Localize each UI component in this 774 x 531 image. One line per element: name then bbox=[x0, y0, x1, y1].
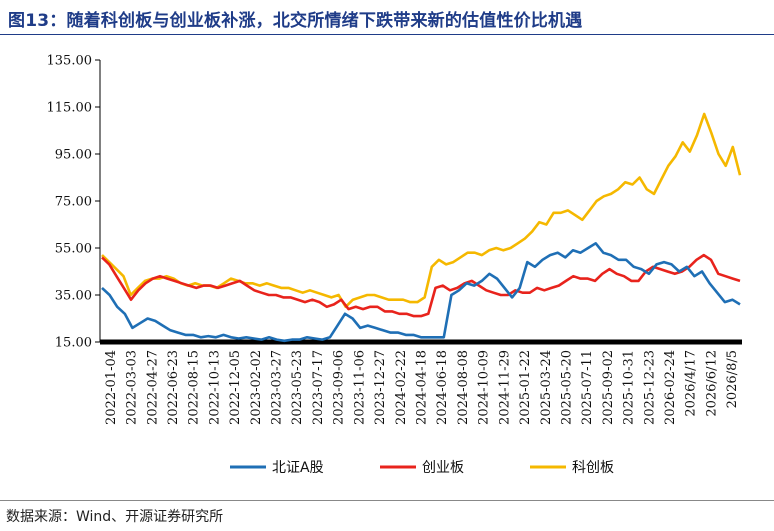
x-tick-label: 2025-12-23 bbox=[642, 350, 657, 425]
x-tick-label: 2025-10-31 bbox=[622, 350, 637, 425]
x-tick-label: 2026-02-24 bbox=[663, 350, 678, 425]
x-tick-label: 2022-12-05 bbox=[228, 350, 243, 425]
legend-label-1: 创业板 bbox=[422, 460, 464, 476]
legend: 北证A股 创业板 科创板 bbox=[230, 460, 614, 476]
x-tick-label: 2023-11-06 bbox=[352, 350, 367, 425]
x-tick-label: 2022-04-27 bbox=[145, 350, 160, 425]
y-tick-label: 95.00 bbox=[55, 148, 92, 163]
series-layer bbox=[101, 112, 742, 343]
x-tick-label: 2023-07-17 bbox=[311, 350, 326, 425]
x-tick-label: 2025-01-22 bbox=[518, 350, 533, 425]
source-divider bbox=[0, 500, 774, 501]
x-tick-label: 2025-09-02 bbox=[601, 350, 616, 425]
x-tick-label: 2026/8/5 bbox=[725, 350, 740, 408]
x-tick-label: 2023-02-02 bbox=[249, 350, 264, 425]
y-tick-label: 115.00 bbox=[47, 101, 93, 116]
y-tick-label: 55.00 bbox=[55, 242, 92, 257]
x-tick-label: 2022-06-23 bbox=[166, 350, 181, 425]
line-chart: 15.00 35.00 55.00 75.00 95.00 115.00 135.00 20… bbox=[47, 54, 742, 476]
x-tick-label: 2023-03-27 bbox=[270, 350, 285, 425]
y-tick-label: 135.00 bbox=[47, 54, 93, 69]
x-tick-label: 2025-03-24 bbox=[539, 350, 554, 425]
x-tick-label: 2026/6/12 bbox=[704, 350, 719, 417]
x-tick-label: 2024-11-29 bbox=[497, 350, 512, 425]
series-line-2 bbox=[101, 112, 742, 309]
x-tick-label: 2022-08-15 bbox=[187, 350, 202, 425]
title-divider bbox=[0, 34, 774, 35]
x-tick-label: 2022-01-04 bbox=[104, 350, 119, 425]
legend-label-2: 科创板 bbox=[572, 460, 614, 476]
x-tick-label: 2025-05-20 bbox=[559, 350, 574, 425]
y-tick-label: 35.00 bbox=[55, 289, 92, 304]
x-tick-label: 2022-10-13 bbox=[207, 350, 222, 425]
x-tick-label: 2024-02-22 bbox=[394, 350, 409, 425]
x-tick-label: 2024-08-08 bbox=[456, 350, 471, 425]
x-axis: 2022-01-04 2022-03-03 2022-04-27 2022-06-23… bbox=[100, 339, 742, 425]
y-tick-label: 75.00 bbox=[55, 195, 92, 210]
x-tick-label: 2023-09-06 bbox=[332, 350, 347, 425]
x-tick-label: 2023-12-27 bbox=[373, 350, 388, 425]
x-tick-label: 2024-04-18 bbox=[415, 350, 430, 425]
x-tick-label: 2023-05-23 bbox=[290, 350, 305, 425]
series-line-0 bbox=[101, 242, 741, 343]
x-tick-label: 2026/4/17 bbox=[684, 350, 699, 417]
x-tick-label: 2024-06-18 bbox=[435, 350, 450, 425]
y-tick-label: 15.00 bbox=[55, 336, 92, 351]
x-tick-label: 2025-07-11 bbox=[580, 350, 595, 425]
legend-label-0: 北证A股 bbox=[272, 460, 324, 476]
series-line-1 bbox=[101, 253, 741, 318]
y-axis: 15.00 35.00 55.00 75.00 95.00 115.00 135.00 bbox=[47, 54, 101, 351]
x-tick-label: 2022-03-03 bbox=[125, 350, 140, 425]
x-tick-label: 2024-10-09 bbox=[477, 350, 492, 425]
source-note: 数据来源：Wind、开源证券研究所 bbox=[6, 509, 224, 525]
chart-title: 图13：随着科创板与创业板补涨，北交所情绪下跌带来新的估值性价比机遇 bbox=[8, 11, 583, 31]
